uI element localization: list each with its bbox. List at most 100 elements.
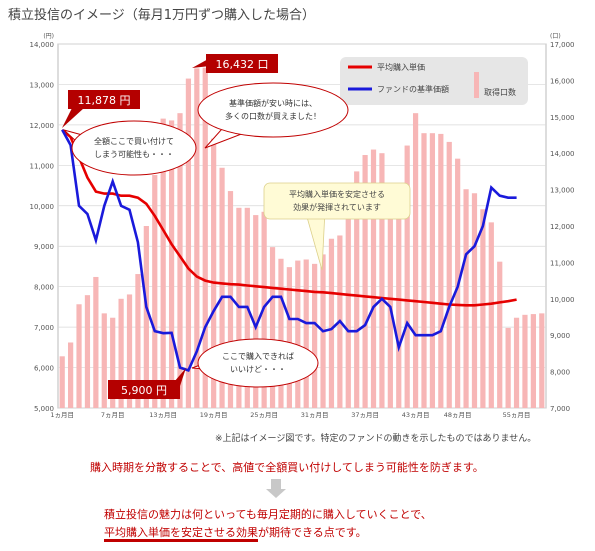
left-tick-label: 6,000: [34, 365, 54, 373]
x-tick-label: 55ヵ月目: [503, 411, 531, 419]
units-bar: [143, 226, 149, 408]
annotations: 全額ここで買い付けてしまう可能性も・・・基準価額が安い時には、多くの口数が買えま…: [63, 82, 411, 388]
callout-start-price: 11,878 円: [62, 90, 140, 128]
units-bar: [497, 261, 503, 408]
callout-low-price: 5,900 円: [108, 368, 186, 399]
left-axis-unit: (円): [43, 33, 54, 40]
units-bar: [354, 171, 360, 408]
callout-text: 5,900 円: [121, 384, 167, 397]
x-tick-label: 43ヵ月目: [402, 411, 430, 419]
units-bar: [530, 314, 536, 408]
callout-text: 11,878 円: [78, 94, 131, 107]
units-bar: [412, 113, 419, 408]
callout-box: [108, 380, 180, 399]
units-bar: [68, 342, 74, 408]
units-bar: [463, 189, 469, 408]
right-tick-label: 16,000: [550, 77, 575, 85]
units-bar: [362, 155, 368, 408]
bubble-shape: [197, 338, 319, 388]
units-bar: [446, 141, 452, 408]
units-bar: [101, 313, 107, 408]
units-bar: [471, 193, 478, 408]
units-bar: [379, 153, 385, 408]
units-bar: [539, 313, 545, 408]
bubble-text: 多くの口数が買えました！: [225, 111, 321, 121]
units-bar: [135, 274, 141, 408]
left-tick-label: 11,000: [30, 162, 55, 170]
x-tick-label: 37ヵ月目: [351, 411, 379, 419]
legend-bars-swatch: [474, 72, 479, 98]
callout-pointer: [192, 58, 210, 68]
units-bar: [152, 175, 158, 408]
units-bar: [303, 259, 309, 408]
units-bar: [93, 276, 99, 408]
message-dispersion: 購入時期を分散することで、高値で全額買い付けしてしまう可能性を防ぎます。: [90, 461, 484, 474]
left-tick-label: 12,000: [30, 122, 55, 130]
x-tick-label: 25ヵ月目: [250, 411, 278, 419]
units-bar: [126, 294, 133, 408]
legend-avg-label: 平均購入単価: [377, 62, 425, 72]
units-bar: [118, 298, 124, 408]
units-bar: [387, 193, 393, 408]
units-bar: [76, 304, 82, 408]
axes: 5,000 6,000 7,000 8,000 9,000 10,000 11,000 12,…: [30, 33, 575, 419]
units-bar: [295, 260, 301, 408]
units-bar: [253, 215, 259, 408]
bubble-shape: [197, 82, 349, 138]
units-bar: [370, 149, 377, 408]
left-tick-label: 9,000: [34, 243, 54, 251]
bubble-text: 全額ここで買い付けて: [94, 136, 174, 146]
bubble-text: 平均購入単価を安定させる: [289, 189, 385, 199]
units-bar: [312, 263, 318, 408]
units-bar: [404, 145, 410, 408]
units-bar: [160, 118, 166, 409]
left-tick-label: 14,000: [30, 41, 55, 49]
fund-price-line: [61, 129, 517, 373]
units-bar: [505, 327, 511, 408]
accumulation-chart: 5,000 6,000 7,000 8,000 9,000 10,000 11,000 12,…: [30, 33, 575, 419]
units-bar: [522, 314, 528, 408]
legend-box: [340, 57, 528, 105]
page-title: 積立投信のイメージ（毎月1万円ずつ購入した場合）: [8, 8, 316, 23]
units-bar: [211, 138, 217, 408]
units-bar: [177, 113, 183, 408]
legend-price-label: ファンドの基準価額: [377, 84, 449, 94]
callout-box: [206, 54, 278, 73]
units-bar: [110, 317, 116, 408]
units-bar: [219, 167, 225, 408]
units-bar: [429, 133, 436, 408]
message-benefit: 積立投信の魅力は何といっても毎月定期的に購入していくことで、 平均購入単価を安定…: [104, 506, 432, 542]
units-bar: [286, 267, 292, 408]
disclaimer-note: ※上記はイメージ図です。特定のファンドの動きを示したものではありません。: [215, 434, 537, 444]
right-tick-label: 9,000: [550, 332, 570, 340]
average-price-line: [61, 128, 517, 307]
bubble-shape: [71, 120, 197, 176]
callout-pointer: [62, 108, 84, 128]
left-tick-label: 7,000: [34, 324, 54, 332]
bubble-shape: [263, 182, 411, 220]
callouts: 11,878 円 16,432 口 5,900 円: [62, 54, 278, 399]
message-benefit-line1: 積立投信の魅力は何といっても毎月定期的に購入していくことで、: [104, 508, 432, 521]
units-bar: [84, 295, 91, 408]
message-benefit-underlined: 平均購入単価を安定させる効果: [104, 526, 258, 542]
units-bar: [59, 356, 65, 408]
right-tick-label: 7,000: [550, 405, 570, 413]
units-bar: [480, 209, 486, 408]
units-bar: [488, 222, 494, 408]
units-bar: [168, 120, 175, 408]
callout-text: 16,432 口: [216, 58, 269, 71]
message-benefit-rest: が期待できる点です。: [258, 526, 367, 539]
right-axis-unit: (口): [550, 33, 561, 40]
bubble-text: いいけど・・・: [230, 365, 286, 374]
units-bar: [345, 193, 351, 408]
left-tick-label: 13,000: [30, 81, 55, 89]
right-tick-label: 13,000: [550, 187, 575, 195]
bubble-text: しまう可能性も・・・: [94, 149, 174, 159]
callout-max-units: 16,432 口: [192, 54, 278, 73]
units-bar: [438, 133, 444, 408]
units-bar: [513, 317, 520, 408]
x-tick-label: 31ヵ月目: [301, 411, 329, 419]
units-bar: [227, 191, 234, 408]
x-tick-label: 1ヵ月目: [50, 411, 74, 419]
